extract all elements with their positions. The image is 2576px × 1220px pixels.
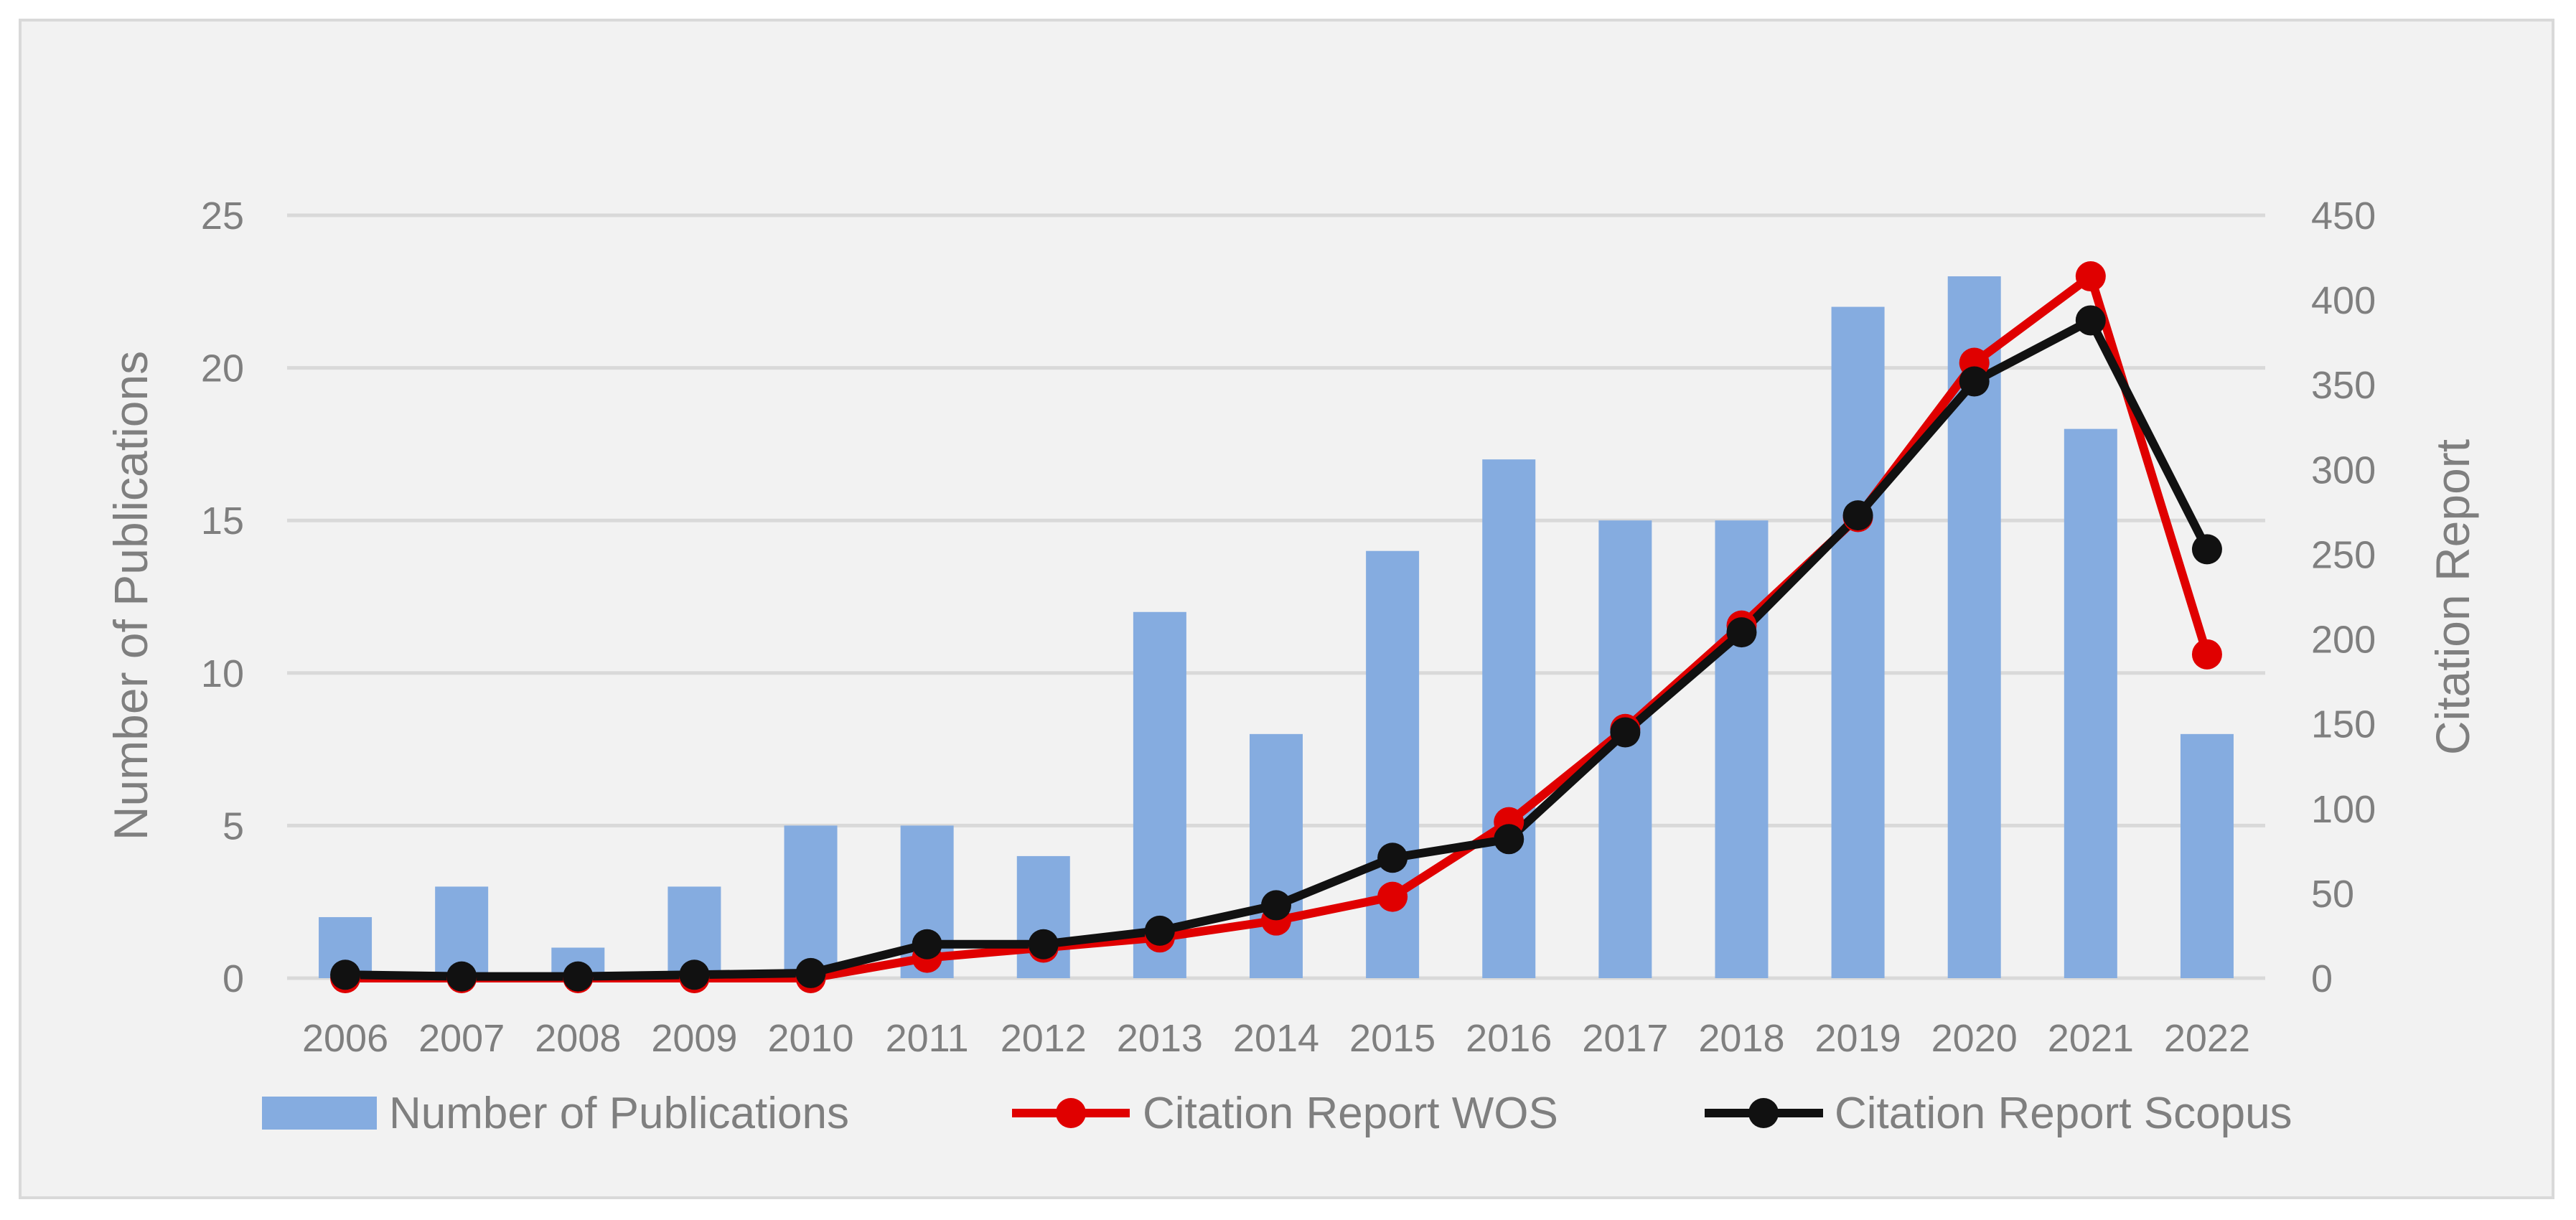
x-tick-label: 2012 bbox=[1001, 1017, 1087, 1060]
x-tick-label: 2018 bbox=[1698, 1017, 1784, 1060]
x-tick-label: 2014 bbox=[1233, 1017, 1319, 1060]
left-y-axis-title: Number of Publications bbox=[104, 351, 157, 840]
right-y-tick-label: 450 bbox=[2311, 194, 2376, 238]
legend-label-scopus: Citation Report Scopus bbox=[1835, 1089, 2292, 1138]
marker-citation-scopus bbox=[1610, 717, 1641, 748]
marker-citation-scopus bbox=[1028, 929, 1059, 959]
right-y-axis-title: Citation Report bbox=[2426, 439, 2479, 755]
marker-citation-scopus bbox=[912, 929, 942, 959]
bar-publications bbox=[1482, 459, 1536, 978]
legend-label-publications: Number of Publications bbox=[389, 1089, 849, 1138]
marker-citation-scopus bbox=[1726, 617, 1757, 648]
left-y-tick-label: 5 bbox=[223, 804, 244, 848]
marker-citation-scopus bbox=[1842, 500, 1873, 531]
left-y-tick-label: 20 bbox=[201, 347, 244, 390]
marker-citation-scopus bbox=[795, 957, 826, 988]
right-y-tick-label: 250 bbox=[2311, 533, 2376, 576]
x-tick-label: 2009 bbox=[651, 1017, 737, 1060]
marker-citation-wos bbox=[2191, 639, 2222, 670]
x-tick-label: 2016 bbox=[1466, 1017, 1552, 1060]
left-y-tick-label: 0 bbox=[223, 957, 244, 1000]
right-y-tick-label: 100 bbox=[2311, 788, 2376, 831]
x-tick-label: 2008 bbox=[535, 1017, 621, 1060]
left-y-axis: 0 5 10 15 20 25 bbox=[201, 194, 244, 1000]
right-y-tick-label: 50 bbox=[2311, 873, 2354, 916]
x-tick-label: 2015 bbox=[1349, 1017, 1435, 1060]
legend: Number of Publications Citation Report W… bbox=[262, 1089, 2292, 1138]
bar-publications bbox=[784, 825, 838, 978]
marker-citation-scopus bbox=[2191, 534, 2222, 565]
marker-citation-scopus bbox=[1261, 890, 1291, 921]
right-y-tick-label: 0 bbox=[2311, 957, 2333, 1000]
x-tick-label: 2021 bbox=[2048, 1017, 2134, 1060]
bar-publications bbox=[2064, 428, 2117, 978]
bar-publications bbox=[1715, 520, 1769, 978]
legend-swatch-scopus-marker bbox=[1748, 1098, 1779, 1128]
x-tick-label: 2007 bbox=[418, 1017, 505, 1060]
citation-markers bbox=[330, 261, 2222, 993]
left-y-tick-label: 25 bbox=[201, 194, 244, 238]
left-y-tick-label: 15 bbox=[201, 499, 244, 543]
x-axis: 2006 2007 2008 2009 2010 2011 2012 2013 2014 2015… bbox=[302, 1017, 2250, 1060]
x-tick-label: 2022 bbox=[2164, 1017, 2250, 1060]
marker-citation-scopus bbox=[446, 961, 477, 992]
x-tick-label: 2013 bbox=[1117, 1017, 1203, 1060]
marker-citation-scopus bbox=[1377, 843, 1408, 873]
marker-citation-wos bbox=[1377, 881, 1408, 912]
bars-number-of-publications bbox=[319, 276, 2234, 978]
marker-citation-scopus bbox=[1144, 915, 1175, 946]
right-y-tick-label: 150 bbox=[2311, 703, 2376, 746]
right-y-tick-label: 200 bbox=[2311, 619, 2376, 662]
marker-citation-scopus bbox=[679, 959, 710, 990]
x-tick-label: 2019 bbox=[1815, 1017, 1901, 1060]
x-tick-label: 2006 bbox=[302, 1017, 388, 1060]
right-y-tick-label: 300 bbox=[2311, 449, 2376, 492]
marker-citation-scopus bbox=[1494, 824, 1524, 855]
bar-publications bbox=[1250, 733, 1303, 978]
right-y-axis: 0 50 100 150 200 250 300 350 400 450 bbox=[2311, 194, 2376, 1000]
legend-swatch-publications bbox=[262, 1097, 377, 1130]
left-y-tick-label: 10 bbox=[201, 652, 244, 695]
marker-citation-scopus bbox=[1959, 366, 1990, 397]
marker-citation-wos bbox=[2075, 261, 2106, 292]
bar-publications bbox=[2180, 733, 2234, 978]
right-y-tick-label: 350 bbox=[2311, 364, 2376, 407]
bar-publications bbox=[1831, 306, 1885, 978]
marker-citation-scopus bbox=[2075, 305, 2106, 336]
marker-citation-scopus bbox=[330, 959, 361, 990]
bar-publications bbox=[1366, 550, 1420, 978]
marker-citation-scopus bbox=[563, 961, 594, 992]
right-y-tick-label: 400 bbox=[2311, 279, 2376, 322]
x-tick-label: 2017 bbox=[1582, 1017, 1668, 1060]
x-tick-label: 2010 bbox=[767, 1017, 853, 1060]
legend-label-wos: Citation Report WOS bbox=[1143, 1089, 1558, 1138]
legend-swatch-wos-marker bbox=[1056, 1098, 1086, 1128]
x-tick-label: 2020 bbox=[1931, 1017, 2018, 1060]
x-tick-label: 2011 bbox=[886, 1017, 969, 1060]
